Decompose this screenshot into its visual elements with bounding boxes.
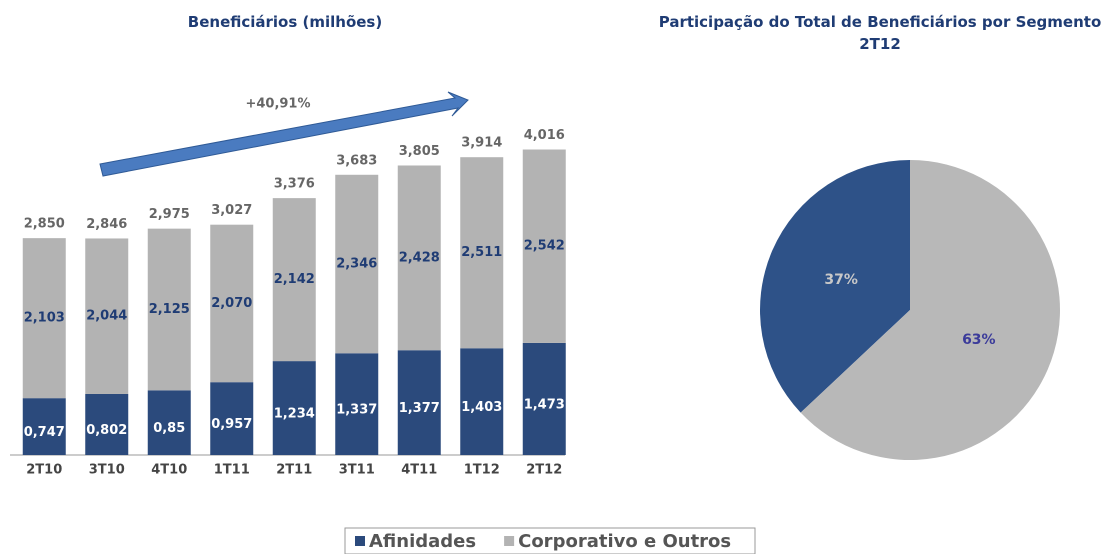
bar-segment [335,174,379,354]
pie-title: Participação do Total de Beneficiários p… [658,13,1102,53]
legend-swatch [504,536,515,546]
total-label: 3,027 [211,203,252,218]
bar-segment [85,238,129,394]
value-label: 1,377 [399,401,440,416]
total-label: 3,914 [461,136,502,151]
legend-swatch [355,536,365,546]
x-tick-label: 2T10 [26,463,62,478]
total-label: 3,376 [274,177,315,192]
x-tick-label: 1T11 [214,463,250,478]
legend-label: Afinidades [369,531,476,552]
value-label: 1,403 [461,400,502,415]
value-label: 2,428 [399,250,440,265]
x-tick-label: 4T10 [151,463,187,478]
bar-segment [335,353,379,455]
value-label: 0,957 [211,417,252,432]
slice-label: 63% [962,332,996,348]
legend-label: Corporativo e Outros [518,531,731,552]
bar-segment [22,398,66,455]
total-label: 3,683 [336,153,377,168]
bar-segment [210,382,254,455]
pie-slice [760,160,910,413]
bar-segment [522,342,566,455]
value-label: 2,142 [274,272,315,287]
x-tick-label: 2T11 [276,463,312,478]
value-label: 0,85 [153,421,185,436]
total-label: 4,016 [524,128,565,143]
bar-segment [397,165,441,351]
bar-segment [85,393,129,455]
bar-segment [272,198,316,362]
bar-title: Beneficiários (milhões) [187,13,383,31]
legend-box [344,527,756,554]
bar-segment [272,361,316,455]
bar-segment [147,390,191,455]
trend-arrow [99,91,469,177]
total-label: 2,850 [24,217,65,232]
total-label: 3,805 [399,144,440,159]
x-tick-label: 4T11 [401,463,437,478]
bar-segment [460,157,504,349]
value-label: 2,511 [461,245,502,260]
x-tick-label: 2T12 [526,463,562,478]
value-label: 2,542 [524,239,565,254]
value-label: 0,802 [86,423,127,438]
value-label: 2,070 [211,296,252,311]
value-label: 2,346 [336,257,377,272]
pie-slice [800,160,1061,461]
bar-segment [460,348,504,455]
total-label: 2,975 [149,207,190,222]
value-label: 0,747 [24,425,65,440]
bar-segment [397,350,441,455]
value-label: 2,103 [24,311,65,326]
value-label: 1,234 [274,407,315,422]
total-label: 2,846 [86,217,127,232]
value-label: 2,044 [86,309,127,324]
bar-segment [210,224,254,383]
value-label: 1,337 [336,403,377,418]
value-label: 2,125 [149,302,190,317]
bar-segment [147,228,191,391]
x-tick-label: 3T11 [339,463,375,478]
x-tick-label: 1T12 [464,463,500,478]
bar-segment [522,149,566,343]
x-tick-label: 3T10 [89,463,125,478]
slice-label: 37% [824,272,858,288]
annotation: +40,91% [245,97,310,112]
bar-segment [22,238,66,399]
value-label: 1,473 [524,397,565,412]
